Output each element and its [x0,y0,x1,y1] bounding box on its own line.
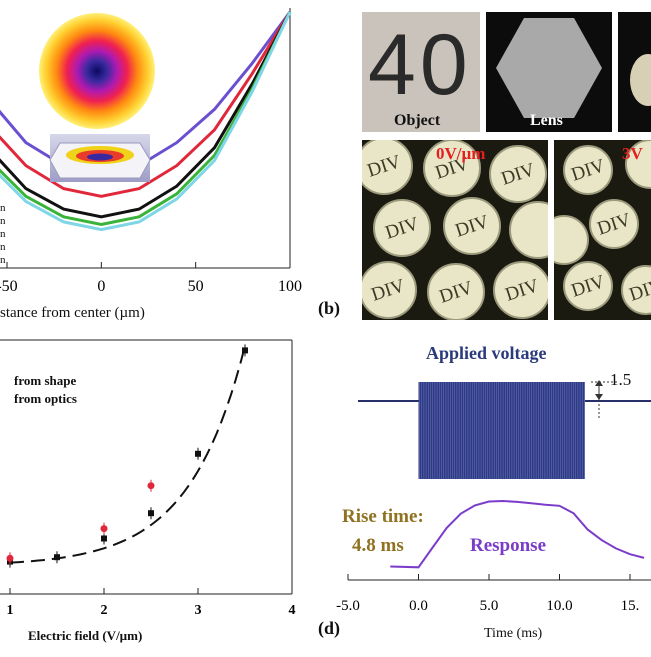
data-point-optics [147,479,155,492]
x-tick-label: 0 [97,278,105,295]
lens-caption: Lens [530,112,563,129]
div-cell: DIV [443,197,501,255]
fit-curve [9,345,246,564]
blurred-spot-image [630,54,651,106]
curve-curve-2 [0,11,292,198]
panel-b-label: (b) [318,298,340,318]
panel-d-chart: -5.0 0.0 5.0 10.0 15. [336,380,651,614]
div-cell: DIV [563,261,613,311]
legend-fragment: n [0,228,6,240]
rise-time-value: 4.8 ms [352,535,404,556]
div-cell: DIV [589,199,639,249]
applied-voltage-title: Applied voltage [426,343,547,363]
x-axis-label: Time (ms) [484,626,543,641]
x-tick-label: -50 [0,278,18,295]
div-cell: DIV [489,145,547,203]
curve-curve-3 [0,11,292,219]
x-tick-label: 15. [621,598,640,614]
div-cell: DIV [563,145,613,195]
div-cell [625,140,651,189]
blurred-photo [618,12,651,132]
div-cell [554,215,589,265]
panel-a-chart: -50 0 50 100 [0,8,302,295]
div-cell: DIV [373,199,431,257]
div-cell: DIV [362,261,417,319]
div-cell: DIV [493,261,548,319]
legend-fragment: n [0,202,6,214]
lens-photo: Lens [486,12,612,132]
x-tick-label: 50 [188,278,204,295]
panel-d: -5.0 0.0 5.0 10.0 15. Applied voltage 1.5 Ri… [318,330,651,652]
div-cell: DIV [427,263,485,320]
panel-b: (b) 40 Object Lens DIV DIV DIV DIV DIV DIV DIV… [318,0,651,330]
x-tick-label: 2 [101,603,108,618]
voltage-label-0v: 0V/µm [436,144,486,163]
data-point-shape [195,447,201,460]
data-point-optics [6,552,14,565]
response-trace [390,499,645,569]
legend-from-shape: from shape [14,373,77,388]
object-text: 40 [368,17,472,113]
legend-fragment: n [0,254,6,266]
x-tick-label: 3 [195,603,202,618]
voltage-label-3v: 3V [622,144,643,163]
div-cell [509,201,548,259]
amplitude-label: 1.5 [610,370,632,389]
x-tick-label: 10.0 [546,598,572,614]
x-axis-label: Electric field (V/µm) [28,628,143,643]
object-photo: 40 Object [362,12,480,132]
curve-curve-5 [0,11,292,232]
x-tick-label: 5.0 [480,598,499,614]
x-tick-label: -5.0 [336,598,360,614]
x-tick-label: 100 [278,278,302,295]
data-point-shape [54,551,60,564]
rise-time-label: Rise time: [342,506,424,527]
div-array-photo-0v: DIV DIV DIV DIV DIV DIV DIV DIV 0V/µm [362,140,548,320]
hexagonal-lens-image [496,18,602,118]
x-tick-label: 4 [289,603,296,618]
x-axis-label: stance from center (µm) [0,305,145,321]
data-point-shape [148,507,154,520]
legend-fragment: n [0,241,6,253]
applied-voltage-trace [358,382,651,479]
panel-c: 1 2 3 4 from shape from optics Electric fie… [0,330,320,652]
x-tick-label: 1 [7,603,14,618]
data-point-optics [100,522,108,535]
panel-c-chart: 1 2 3 4 [0,339,296,618]
div-cell: DIV [423,140,481,197]
curve-curve-4 [0,11,292,227]
response-label: Response [470,535,547,556]
div-array-photo-3v: DIV DIV DIV DIV 3V [554,140,651,320]
panel-d-label: (d) [318,618,340,638]
div-cell: DIV [362,140,413,195]
object-caption: Object [394,112,441,129]
amplitude-arrow [591,380,618,418]
x-tick-label: 0.0 [409,598,428,614]
lens-3d-inset [49,134,151,182]
data-point-shape [242,344,248,357]
div-cell: DIV [621,265,651,315]
legend-fragment: n [0,215,6,227]
legend-from-optics: from optics [14,391,77,406]
lens-colormap-image [39,13,155,129]
